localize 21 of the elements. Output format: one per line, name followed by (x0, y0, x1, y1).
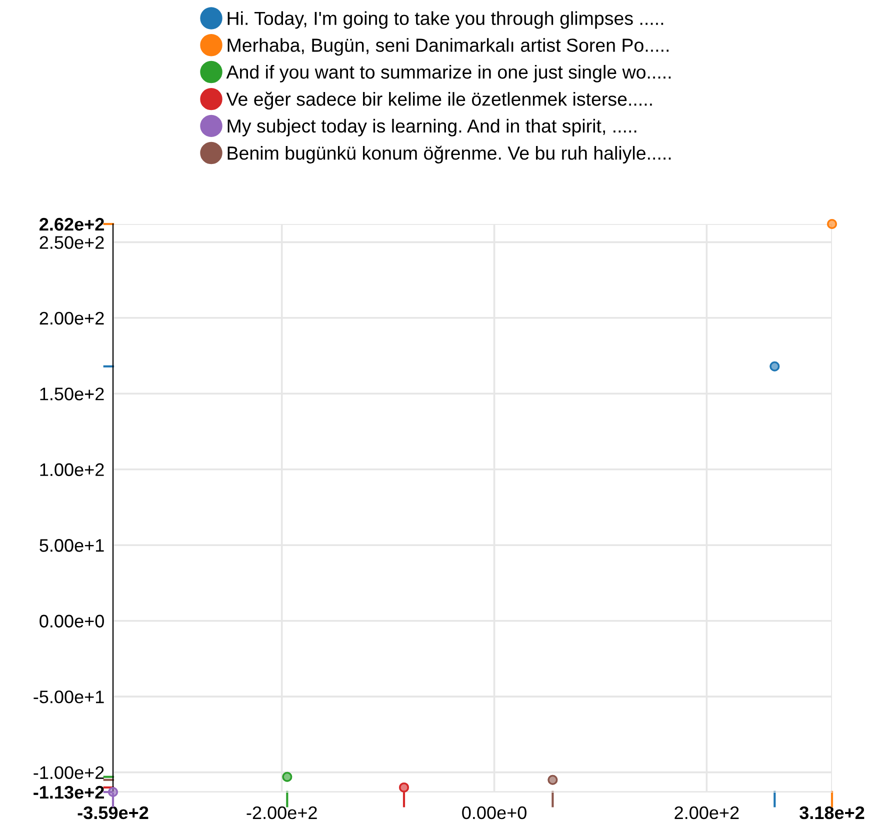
legend-label: Hi. Today, I'm going to take you through glimpses ..... (228, 11, 664, 29)
legend-label: Benim bugünkü konum öğrenme. Ve bu ruh haliyle..... (228, 146, 671, 164)
y-tick-label: 2.62e+2 (40, 218, 104, 231)
legend-label: Ve eğer sadece bir kelime ile özetlenmek isterse..... (226, 92, 652, 110)
y-tick-label: 1.50e+2 (40, 388, 104, 400)
y-tick-label: 2.00e+2 (40, 312, 104, 325)
y-tick-label: 5.00e+1 (40, 539, 104, 552)
legend-label: My subject today is learning. And in that spirit, ..... (228, 118, 636, 136)
y-tick-label: -5.00e+1 (34, 690, 104, 704)
legend-label: Merhaba, Bugün, seni Danimarkalı artist Soren Po..... (228, 38, 669, 56)
x-tick-label: 3.18e+2 (800, 806, 864, 820)
y-tick-label: 2.50e+2 (40, 236, 104, 249)
x-tick-label: -3.59e+2 (78, 806, 148, 820)
legend-label: And if you want to summarize in one just single wo..... (226, 64, 671, 82)
y-tick-label: -1.13e+2 (34, 786, 104, 799)
y-tick-label: 1.00e+2 (40, 463, 104, 476)
y-tick-label: -1.00e+2 (34, 766, 104, 780)
x-tick-label: 0.00e+0 (462, 806, 526, 820)
x-tick-label: -2.00e+2 (246, 806, 317, 820)
y-tick-label: 0.00e+0 (40, 614, 104, 628)
x-tick-label: 2.00e+2 (674, 806, 739, 820)
